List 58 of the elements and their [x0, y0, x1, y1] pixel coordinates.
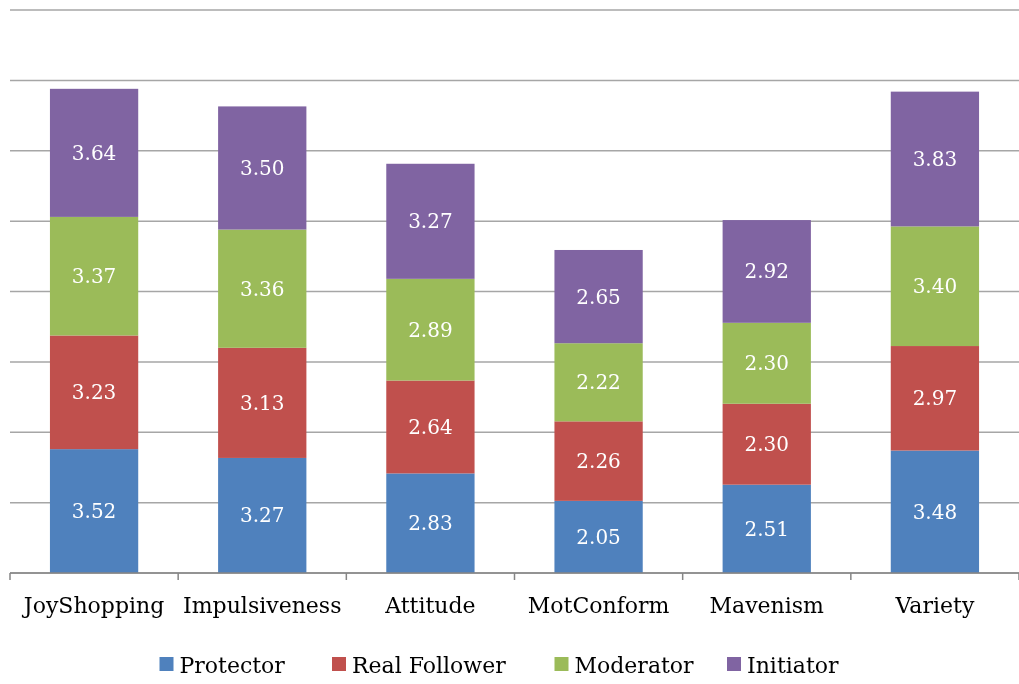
data-label: 2.92 [744, 259, 790, 284]
data-label: 3.52 [71, 499, 117, 524]
data-label: 3.40 [912, 274, 958, 299]
data-label: 2.30 [744, 432, 790, 457]
data-label: 3.27 [408, 209, 453, 234]
bar [722, 220, 811, 323]
x-tick-label: Variety [894, 593, 975, 618]
data-label: 3.23 [71, 380, 117, 405]
data-label: 2.89 [408, 317, 453, 342]
bar [218, 106, 307, 230]
data-label: 2.83 [408, 511, 453, 536]
data-label: 2.22 [576, 370, 621, 395]
legend-label: Protector [179, 653, 286, 679]
data-label: 3.13 [239, 390, 285, 415]
bar [554, 343, 643, 422]
bar [386, 163, 475, 279]
bar [722, 322, 811, 404]
bar [722, 484, 811, 573]
data-label: 2.65 [576, 284, 621, 309]
x-tick-label: JoyShopping [21, 593, 165, 618]
x-tick-label: Impulsiveness [183, 593, 342, 618]
data-label: 2.64 [408, 414, 453, 439]
data-label: 3.48 [912, 499, 958, 524]
data-label: 3.27 [239, 503, 285, 528]
bar [218, 457, 307, 573]
data-label: 3.64 [71, 140, 117, 165]
data-label: 2.05 [576, 524, 621, 549]
bar [218, 229, 307, 348]
bar [49, 216, 139, 336]
data-label: 3.36 [239, 276, 285, 301]
data-label: 3.83 [912, 147, 958, 172]
data-label: 3.50 [239, 155, 285, 180]
x-tick-label: Mavenism [709, 593, 825, 618]
bar [890, 91, 980, 227]
bar [554, 249, 643, 344]
bar [386, 473, 475, 573]
bar [49, 449, 139, 573]
bar [890, 226, 980, 347]
bar [554, 421, 643, 501]
bar [49, 335, 139, 450]
legend-label: Initiator [747, 653, 839, 679]
x-tick-label: Attitude [384, 593, 476, 618]
legend-label: Real Follower [352, 653, 507, 679]
x-tick-label: MotConform [527, 593, 670, 618]
data-label: 3.37 [71, 264, 117, 289]
data-label: 2.97 [912, 386, 958, 411]
bar [554, 500, 643, 573]
bar [49, 88, 139, 217]
data-label: 2.30 [744, 351, 790, 376]
legend-label: Moderator [574, 653, 695, 679]
bar [386, 380, 475, 474]
bar [386, 278, 475, 381]
bar [890, 450, 980, 573]
data-label: 2.26 [576, 449, 621, 474]
bar [890, 346, 980, 451]
bar [722, 403, 811, 485]
bar [218, 347, 307, 458]
data-label: 2.51 [744, 516, 790, 541]
